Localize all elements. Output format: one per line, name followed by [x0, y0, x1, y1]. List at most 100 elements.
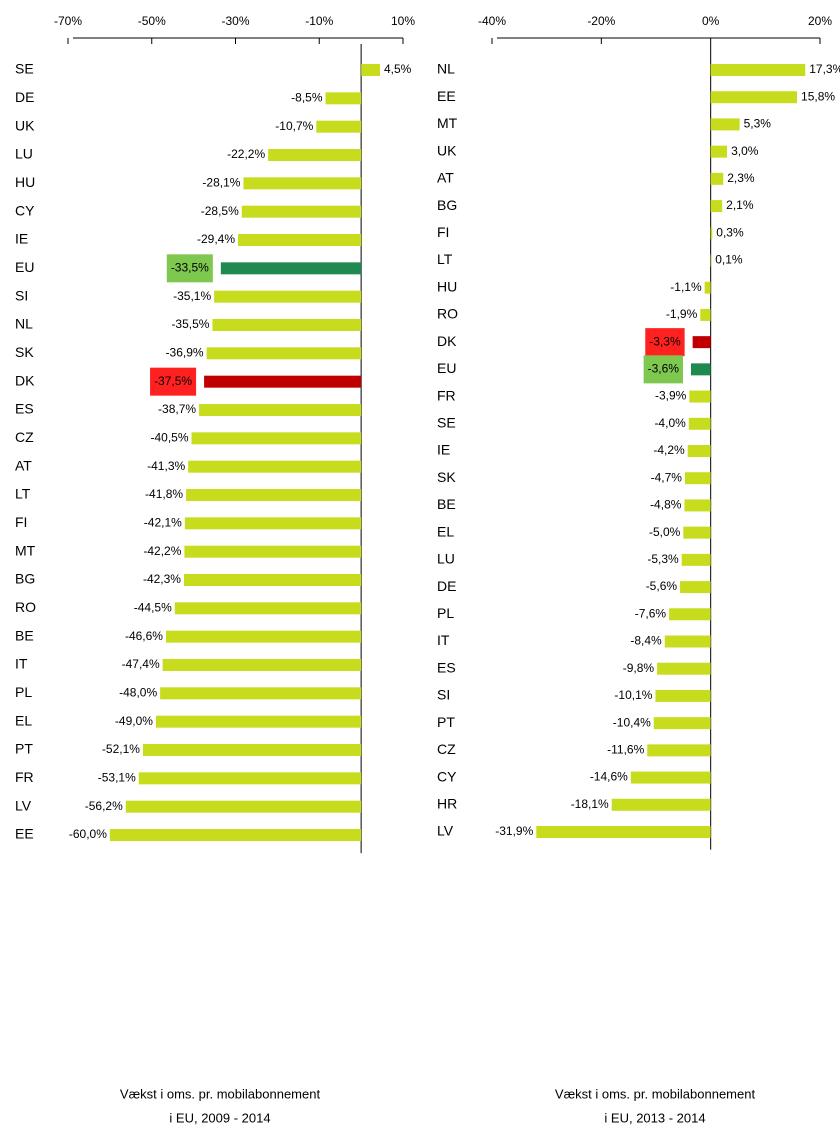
category-label: SK — [15, 344, 34, 360]
bar — [165, 630, 362, 643]
category-label: FI — [15, 514, 27, 530]
bar — [162, 659, 362, 671]
bar — [188, 460, 362, 473]
bar — [692, 336, 711, 349]
x-tick-label: 20% — [808, 14, 832, 28]
category-label: UK — [15, 117, 35, 133]
value-label: -9,8% — [623, 661, 655, 675]
bar — [138, 772, 362, 785]
category-label: MT — [437, 115, 458, 131]
category-label: ES — [437, 659, 456, 675]
value-label: -14,6% — [590, 770, 628, 784]
value-label-background — [643, 355, 683, 384]
value-label: -42,2% — [143, 544, 181, 558]
bar — [683, 526, 711, 539]
bar — [206, 347, 362, 360]
bar — [710, 200, 723, 213]
category-label: BG — [437, 197, 457, 213]
bar — [184, 545, 362, 558]
category-label: PL — [437, 605, 454, 621]
value-label: -1,1% — [670, 280, 702, 294]
bar — [704, 281, 711, 294]
bar — [204, 375, 362, 388]
category-label: BE — [437, 496, 456, 512]
value-label: -41,3% — [147, 459, 185, 473]
bar — [688, 417, 711, 430]
category-label: SK — [437, 469, 456, 485]
caption: i EU, 2009 - 2014 — [169, 1110, 270, 1125]
value-label-background — [166, 254, 213, 283]
category-label: LV — [437, 823, 454, 839]
bar — [710, 145, 728, 158]
bar — [142, 744, 362, 756]
value-label: -29,4% — [197, 232, 235, 246]
value-label: -8,4% — [630, 634, 662, 648]
category-label: CY — [437, 768, 457, 784]
x-tick-label: 10% — [391, 14, 415, 28]
category-label: PT — [15, 741, 33, 757]
value-label: 2,3% — [727, 171, 755, 185]
bar — [238, 234, 362, 246]
bar — [268, 149, 362, 161]
bar — [241, 205, 362, 218]
bar — [690, 363, 711, 376]
value-label: -5,6% — [646, 579, 678, 593]
bar — [710, 64, 806, 76]
bar — [186, 489, 362, 501]
category-label: UK — [437, 142, 457, 158]
category-label: CZ — [437, 741, 456, 757]
value-label: 5,3% — [744, 117, 772, 131]
value-label: -10,1% — [614, 688, 652, 702]
bar — [160, 687, 362, 700]
category-label: AT — [15, 457, 32, 473]
category-label: LT — [437, 251, 453, 267]
category-label: PT — [437, 714, 455, 730]
caption: Vækst i oms. pr. mobilabonnement — [120, 1086, 321, 1101]
value-label: 3,0% — [731, 144, 759, 158]
value-label: 2,1% — [726, 198, 754, 212]
bar — [710, 91, 798, 104]
bar — [199, 404, 362, 416]
value-label: -35,5% — [171, 317, 209, 331]
value-label: -8,5% — [291, 91, 323, 105]
category-label: DE — [437, 578, 456, 594]
value-label: 0,1% — [715, 253, 743, 267]
category-label: DE — [15, 89, 34, 105]
value-label: -33,5% — [171, 261, 209, 275]
category-label: DK — [437, 333, 457, 349]
bar — [657, 662, 711, 675]
category-label: IE — [437, 442, 450, 458]
category-label: HU — [15, 174, 35, 190]
value-label: -5,0% — [649, 525, 681, 539]
value-label: -31,9% — [495, 824, 533, 838]
bar — [174, 602, 362, 615]
bar — [700, 308, 711, 321]
value-label: -7,6% — [635, 606, 667, 620]
bar — [684, 499, 711, 512]
bar — [325, 92, 362, 105]
bar — [536, 826, 711, 838]
value-label: 0,3% — [716, 225, 744, 239]
caption: i EU, 2013 - 2014 — [604, 1110, 705, 1125]
category-label: SI — [15, 287, 28, 303]
value-label: -4,0% — [654, 416, 686, 430]
value-label: -4,8% — [650, 498, 682, 512]
category-label: LV — [15, 797, 32, 813]
value-label: -52,1% — [102, 742, 140, 756]
value-label: -3,9% — [655, 389, 687, 403]
bar — [243, 177, 362, 190]
bar — [680, 581, 711, 594]
category-label: SE — [437, 414, 456, 430]
bar — [655, 689, 711, 702]
bar — [183, 574, 362, 586]
value-label: -53,1% — [98, 771, 136, 785]
category-label: AT — [437, 170, 454, 186]
value-label: -36,9% — [166, 346, 204, 360]
x-tick-label: -20% — [587, 14, 615, 28]
x-tick-label: -10% — [305, 14, 333, 28]
value-label: -18,1% — [571, 797, 609, 811]
value-label: -48,0% — [119, 686, 157, 700]
value-label: -4,2% — [653, 443, 685, 457]
bar — [125, 800, 362, 813]
bar — [710, 254, 712, 267]
